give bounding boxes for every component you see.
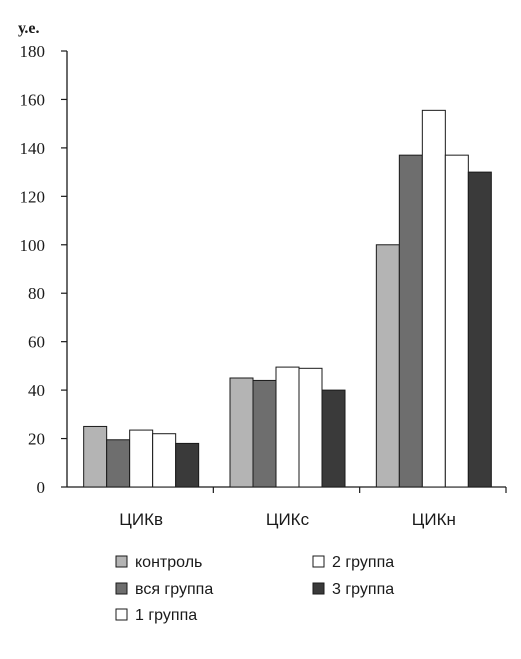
x-axis-category-labels: ЦИКв ЦИКс ЦИКн bbox=[119, 510, 456, 529]
y-tick-label: 40 bbox=[28, 381, 45, 400]
legend-label: контроль bbox=[135, 554, 202, 571]
y-axis-unit-label: у.е. bbox=[18, 20, 40, 37]
y-tick-label: 100 bbox=[20, 236, 46, 255]
bar bbox=[252, 379, 277, 488]
y-tick-label: 160 bbox=[20, 90, 46, 109]
legend-label: 3 группа bbox=[332, 581, 394, 598]
y-tick-label: 120 bbox=[20, 187, 46, 206]
legend-swatch bbox=[115, 555, 128, 568]
legend-label: 2 группа bbox=[332, 554, 394, 571]
bar bbox=[152, 433, 177, 488]
bar bbox=[129, 429, 154, 488]
y-tick-label: 180 bbox=[20, 42, 46, 61]
y-tick-label: 20 bbox=[28, 430, 45, 449]
bar bbox=[275, 366, 300, 488]
y-tick-label: 80 bbox=[28, 284, 45, 303]
bar bbox=[467, 171, 492, 488]
bar bbox=[444, 154, 469, 488]
legend-swatch bbox=[312, 582, 325, 595]
bar bbox=[398, 154, 423, 488]
x-category-label: ЦИКс bbox=[266, 510, 310, 529]
legend-swatch bbox=[115, 608, 128, 621]
legend-swatch bbox=[115, 582, 128, 595]
x-category-label: ЦИКв bbox=[119, 510, 163, 529]
y-tick-label: 140 bbox=[20, 139, 46, 158]
chart-axes: 0 20 40 60 80 100 120 140 160 180 bbox=[20, 42, 507, 497]
bar bbox=[175, 442, 200, 488]
legend-label: вся группа bbox=[135, 581, 213, 598]
bar bbox=[375, 244, 400, 488]
bar bbox=[106, 439, 131, 488]
bar bbox=[298, 367, 323, 488]
y-tick-label: 0 bbox=[37, 478, 46, 497]
bar bbox=[421, 109, 446, 488]
x-category-label: ЦИКн bbox=[412, 510, 456, 529]
y-tick-label: 60 bbox=[28, 333, 45, 352]
legend-label: 1 группа bbox=[135, 607, 197, 624]
legend-swatch bbox=[312, 555, 325, 568]
bar bbox=[321, 389, 346, 488]
chart-legend: контроль вся группа 2 группа 1 группа 3 груп… bbox=[115, 554, 394, 624]
bar bbox=[83, 425, 108, 488]
chart-bars bbox=[83, 109, 492, 488]
bar bbox=[229, 377, 254, 488]
